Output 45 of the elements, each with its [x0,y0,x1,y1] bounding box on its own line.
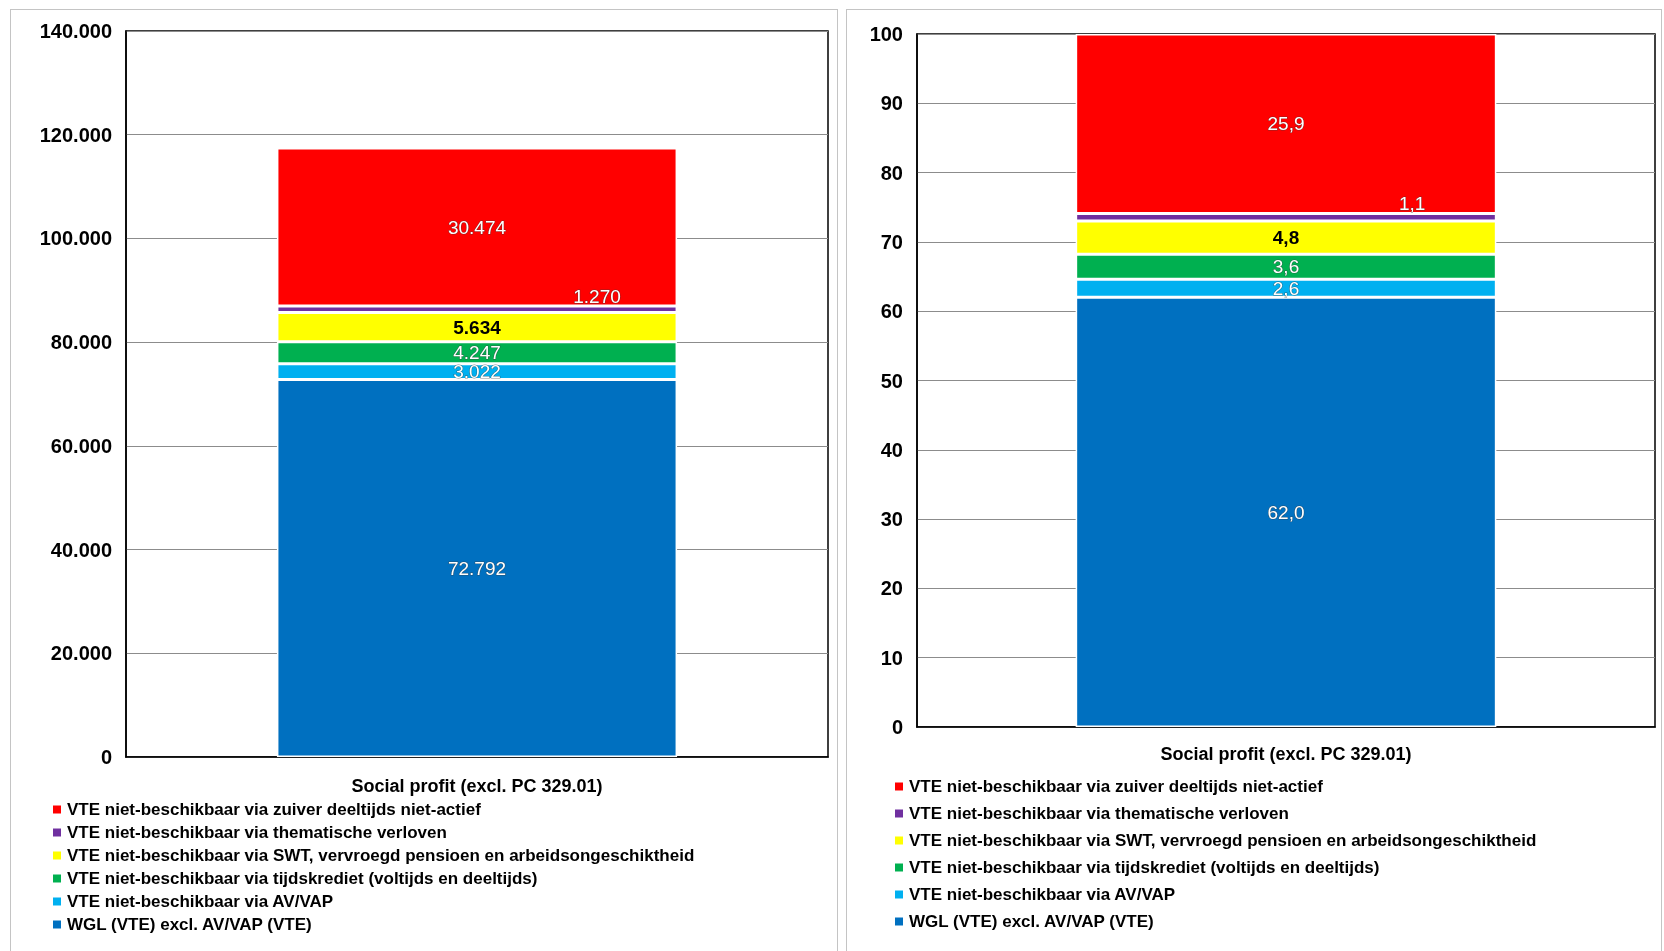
y-tick-label: 60 [880,300,903,323]
legend-label: VTE niet-beschikbaar via SWT, vervroegd pensioen en arbeidsongeschiktheid [67,846,695,865]
data-label: 4.247 [453,342,501,364]
y-tick-label: 120.000 [39,123,112,146]
legend-label: WGL (VTE) excl. AV/VAP (VTE) [909,912,1154,931]
y-tick-label: 50 [880,369,903,392]
y-tick-label: 20.000 [50,642,112,665]
data-label: 1.270 [573,286,621,308]
legend-label: VTE niet-beschikbaar via zuiver deeltijds niet-actief [909,777,1324,796]
y-tick-label: 0 [891,716,903,738]
legend-label: VTE niet-beschikbaar via tijdskrediet (voltijds en deeltijds) [909,858,1380,877]
y-tick-label: 90 [880,92,903,115]
legend-label: WGL (VTE) excl. AV/VAP (VTE) [67,915,312,934]
y-tick-label: 100 [869,23,903,45]
y-tick-label: 30 [880,508,903,531]
legend-label: VTE niet-beschikbaar via thematische verloven [67,823,447,842]
legend-label: VTE niet-beschikbaar via SWT, vervroegd pensioen en arbeidsongeschiktheid [909,831,1537,850]
data-label: 72.792 [447,557,507,579]
x-tick-label: Social profit (excl. PC 329.01) [351,776,603,796]
y-tick-label: 40.000 [50,538,112,561]
data-label: 5.634 [453,316,502,338]
legend-label: VTE niet-beschikbaar via AV/VAP [67,892,334,911]
y-tick-label: 80 [880,161,903,184]
y-tick-label: 10 [880,646,903,669]
data-label: 62,0 [1267,501,1305,523]
y-tick-label: 70 [880,230,903,253]
data-label: 3,6 [1272,256,1300,278]
y-tick-label: 40 [880,438,903,461]
data-label: 4,8 [1272,227,1300,249]
legend-label: VTE niet-beschikbaar via AV/VAP [909,885,1176,904]
legend-label: VTE niet-beschikbaar via tijdskrediet (voltijds en deeltijds) [67,869,538,888]
y-tick-label: 80.000 [50,331,112,354]
data-label: 2,6 [1272,277,1300,299]
legend-label: VTE niet-beschikbaar via zuiver deeltijds niet-actief [67,800,482,819]
y-tick-label: 20 [880,577,903,600]
y-tick-label: 60.000 [50,434,112,457]
legend-label: VTE niet-beschikbaar via thematische verloven [909,804,1289,823]
y-tick-label: 140.000 [39,20,112,42]
data-label: 30.474 [447,216,507,238]
data-label: 3.022 [453,361,501,383]
x-tick-label: Social profit (excl. PC 329.01) [1160,744,1412,764]
y-tick-label: 0 [100,746,112,768]
y-tick-label: 100.000 [39,227,112,250]
data-label: 25,9 [1267,113,1305,135]
data-label: 1,1 [1398,193,1426,215]
